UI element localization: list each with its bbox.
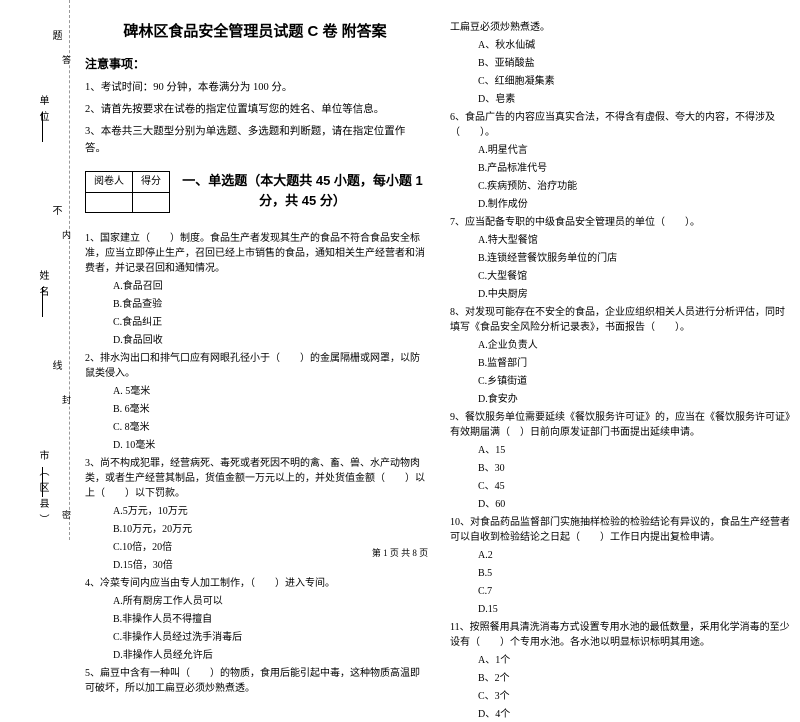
q5-stem: 5、扁豆中含有一种叫（ ）的物质，食用后能引起中毒，这种物质高温即可破坏，所以加…	[85, 666, 425, 696]
q7-a: A.特大型餐馆	[450, 233, 790, 248]
q5-b: B、亚硝酸盐	[450, 56, 790, 71]
binding-label-5: 线	[48, 360, 63, 376]
q1-stem: 1、国家建立（ ）制度。食品生产者发现其生产的食品不符合食品安全标准，应当立即停…	[85, 231, 425, 276]
binding-label-3: 不	[48, 205, 63, 221]
notice-heading: 注意事项：	[85, 55, 425, 74]
left-column: 碑林区食品安全管理员试题 C 卷 附答案 注意事项： 1、考试时间：90 分钟，…	[85, 20, 425, 540]
notice-2: 2、请首先按要求在试卷的指定位置填写您的姓名、单位等信息。	[85, 102, 425, 118]
q1-d: D.食品回收	[85, 333, 425, 348]
score-blank-2	[133, 192, 170, 213]
q5-a: A、秋水仙碱	[450, 38, 790, 53]
score-table: 阅卷人 得分	[85, 171, 170, 213]
q4-c: C.非操作人员经过洗手消毒后	[85, 630, 425, 645]
binding-underline-2	[42, 287, 43, 317]
q10-d: D.15	[450, 602, 790, 617]
q11-b: B、2个	[450, 671, 790, 686]
q1-b: B.食品查验	[85, 297, 425, 312]
q11-c: C、3个	[450, 689, 790, 704]
q9-d: D、60	[450, 497, 790, 512]
q11-a: A、1个	[450, 653, 790, 668]
q10-b: B.5	[450, 566, 790, 581]
exam-title: 碑林区食品安全管理员试题 C 卷 附答案	[85, 20, 425, 43]
q3-d: D.15倍，30倍	[85, 558, 425, 573]
q2-d: D. 10毫米	[85, 438, 425, 453]
q8-c: C.乡镇街道	[450, 374, 790, 389]
score-col-1: 阅卷人	[86, 172, 133, 193]
q10-stem: 10、对食品药品监督部门实施抽样检验的检验结论有异议的，食品生产经营者可以自收到…	[450, 515, 790, 545]
cut-label-3: 封	[60, 395, 73, 404]
q11-stem: 11、按照餐用具清洗消毒方式设置专用水池的最低数量，采用化学消毒的至少设有（ ）…	[450, 620, 790, 650]
q9-c: C、45	[450, 479, 790, 494]
q3-b: B.10万元，20万元	[85, 522, 425, 537]
q9-stem: 9、餐饮服务单位需要延续《餐饮服务许可证》的，应当在《餐饮服务许可证》有效期届满…	[450, 410, 790, 440]
q6-a: A.明星代言	[450, 143, 790, 158]
q10-c: C.7	[450, 584, 790, 599]
q1-c: C.食品纠正	[85, 315, 425, 330]
notice-3: 3、本卷共三大题型分别为单选题、多选题和判断题，请在指定位置作答。	[85, 124, 425, 157]
q6-b: B.产品标准代号	[450, 161, 790, 176]
binding-underline-3	[42, 467, 43, 497]
q9-a: A、15	[450, 443, 790, 458]
cut-label-4: 密	[60, 510, 73, 519]
q9-b: B、30	[450, 461, 790, 476]
q8-b: B.监督部门	[450, 356, 790, 371]
page-footer: 第 1 页 共 8 页	[0, 546, 800, 559]
q8-stem: 8、对发现可能存在不安全的食品，企业应组织相关人员进行分析评估，同时填写《食品安…	[450, 305, 790, 335]
q2-a: A. 5毫米	[85, 384, 425, 399]
q2-stem: 2、排水沟出口和排气口应有网眼孔径小于（ ）的金属隔栅或网罩，以防鼠类侵入。	[85, 351, 425, 381]
binding-margin: 题 答 单位 不 内 姓名 线 封 市（区县） 密	[0, 0, 70, 540]
content-area: 碑林区食品安全管理员试题 C 卷 附答案 注意事项： 1、考试时间：90 分钟，…	[70, 0, 800, 540]
q8-d: D.食安办	[450, 392, 790, 407]
binding-label-1: 题	[48, 30, 63, 46]
q7-stem: 7、应当配备专职的中级食品安全管理员的单位（ ）。	[450, 215, 790, 230]
score-col-2: 得分	[133, 172, 170, 193]
cut-label-1: 答	[60, 55, 73, 64]
binding-underline-1	[42, 112, 43, 142]
q4-a: A.所有厨房工作人员可以	[85, 594, 425, 609]
q7-c: C.大型餐馆	[450, 269, 790, 284]
q4-d: D.非操作人员经允许后	[85, 648, 425, 663]
section-1-heading: 一、单选题（本大题共 45 小题，每小题 1 分，共 45 分）	[180, 171, 425, 211]
q7-b: B.连锁经营餐饮服务单位的门店	[450, 251, 790, 266]
q1-a: A.食品召回	[85, 279, 425, 294]
cut-label-2: 内	[60, 230, 73, 239]
q4-b: B.非操作人员不得擅自	[85, 612, 425, 627]
q3-a: A.5万元，10万元	[85, 504, 425, 519]
right-column: 工扁豆必须炒熟煮透。 A、秋水仙碱 B、亚硝酸盐 C、红细胞凝集素 D、皂素 6…	[450, 20, 790, 540]
q5-cont: 工扁豆必须炒熟煮透。	[450, 20, 790, 35]
q3-stem: 3、尚不构成犯罪，经营病死、毒死或者死因不明的禽、畜、兽、水产动物肉类，或者生产…	[85, 456, 425, 501]
q6-stem: 6、食品广告的内容应当真实合法，不得含有虚假、夸大的内容，不得涉及（ ）。	[450, 110, 790, 140]
q6-c: C.疾病预防、治疗功能	[450, 179, 790, 194]
q7-d: D.中央厨房	[450, 287, 790, 302]
q6-d: D.制作成份	[450, 197, 790, 212]
q4-stem: 4、冷菜专间内应当由专人加工制作，（ ）进入专间。	[85, 576, 425, 591]
q11-d: D、4个	[450, 707, 790, 722]
score-blank-1	[86, 192, 133, 213]
notice-1: 1、考试时间：90 分钟，本卷满分为 100 分。	[85, 80, 425, 96]
q5-d: D、皂素	[450, 92, 790, 107]
q8-a: A.企业负责人	[450, 338, 790, 353]
q5-c: C、红细胞凝集素	[450, 74, 790, 89]
q2-c: C. 8毫米	[85, 420, 425, 435]
q2-b: B. 6毫米	[85, 402, 425, 417]
